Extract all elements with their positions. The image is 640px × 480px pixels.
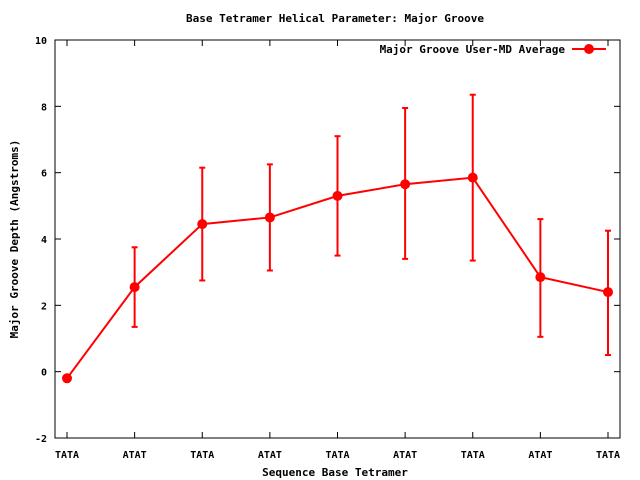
legend: Major Groove User-MD Average [380, 43, 606, 56]
y-tick-label: 2 [41, 301, 47, 312]
x-tick-label: TATA [190, 450, 214, 461]
y-tick-label: 0 [41, 368, 47, 379]
data-point [400, 179, 411, 190]
x-tick-label: TATA [55, 450, 79, 461]
data-point [264, 212, 275, 223]
data-point [197, 219, 208, 230]
x-axis: TATA ATAT TATA ATAT TATA ATAT TATA ATAT TATA [55, 40, 620, 461]
chart-title: Base Tetramer Helical Parameter: Major G… [186, 12, 484, 25]
y-tick-label: 4 [41, 235, 47, 246]
y-axis-label: Major Groove Depth (Angstroms) [8, 140, 21, 339]
legend-label: Major Groove User-MD Average [380, 43, 566, 56]
x-axis-label: Sequence Base Tetramer [262, 466, 408, 479]
data-point [332, 190, 343, 201]
y-axis: -2 0 2 4 6 8 10 [35, 36, 620, 445]
data-point [535, 272, 546, 283]
x-tick-label: ATAT [123, 450, 147, 461]
x-tick-label: TATA [325, 450, 349, 461]
data-point [603, 287, 613, 298]
data-point [129, 282, 140, 293]
y-tick-label: -2 [35, 434, 47, 445]
x-tick-label: TATA [461, 450, 485, 461]
data-point [62, 373, 72, 384]
x-tick-label: ATAT [528, 450, 552, 461]
x-tick-label: ATAT [393, 450, 417, 461]
y-tick-label: 6 [41, 169, 47, 180]
y-tick-label: 10 [35, 36, 47, 47]
legend-marker [584, 44, 594, 54]
x-tick-label: ATAT [258, 450, 282, 461]
data-point [467, 172, 478, 183]
y-tick-label: 8 [41, 102, 47, 113]
series-layer [62, 93, 613, 384]
x-tick-label: TATA [596, 450, 620, 461]
